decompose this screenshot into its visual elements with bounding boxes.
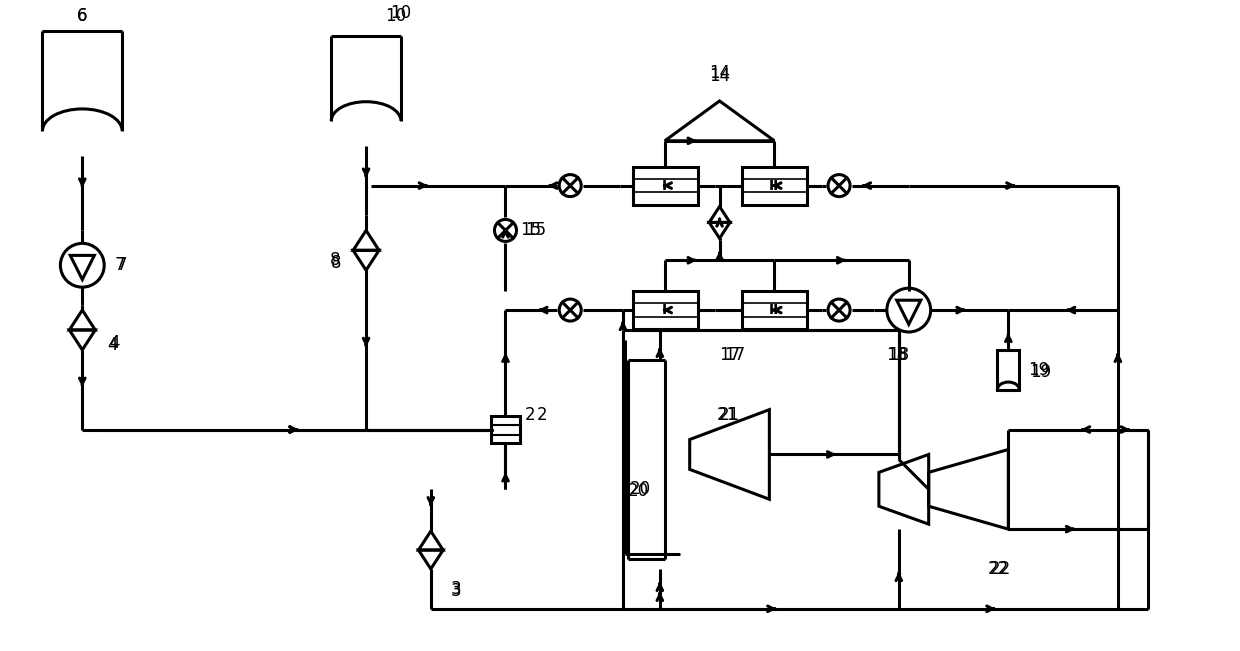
Text: 19: 19 — [1029, 363, 1050, 381]
Text: 8: 8 — [331, 255, 341, 272]
Text: I: I — [662, 303, 667, 317]
Text: 21: 21 — [719, 406, 740, 424]
Bar — [743, 291, 807, 329]
Text: 17: 17 — [724, 346, 745, 364]
Text: 15: 15 — [525, 221, 546, 240]
Text: 7: 7 — [115, 256, 125, 274]
Text: I: I — [662, 178, 667, 193]
Text: 14: 14 — [709, 64, 730, 82]
Text: 22: 22 — [988, 560, 1009, 578]
Text: 18: 18 — [888, 346, 909, 364]
Text: 15: 15 — [520, 221, 541, 240]
Text: 10: 10 — [391, 5, 412, 22]
Text: 18: 18 — [887, 346, 908, 364]
Text: 4: 4 — [107, 336, 118, 354]
Text: 21: 21 — [717, 406, 738, 424]
Text: 20: 20 — [630, 480, 651, 498]
Text: 8: 8 — [330, 251, 341, 270]
Text: 14: 14 — [709, 67, 730, 85]
Text: 10: 10 — [386, 7, 407, 25]
Text: 19: 19 — [1028, 361, 1049, 379]
Text: 22: 22 — [990, 560, 1011, 578]
Bar — [491, 415, 521, 443]
Text: 4: 4 — [109, 334, 119, 352]
Bar — [743, 167, 807, 204]
Text: 2: 2 — [537, 406, 548, 424]
Text: 17: 17 — [719, 346, 740, 364]
Text: 20: 20 — [627, 482, 649, 500]
Text: 7: 7 — [117, 256, 128, 274]
Bar — [997, 350, 1019, 390]
Text: 3: 3 — [450, 580, 461, 598]
Text: 6: 6 — [77, 7, 88, 25]
Text: 6: 6 — [77, 7, 88, 25]
Bar — [632, 291, 698, 329]
Text: 2: 2 — [525, 406, 536, 424]
Text: II: II — [769, 178, 780, 193]
Bar — [632, 167, 698, 204]
Text: 3: 3 — [450, 582, 461, 600]
Text: II: II — [769, 303, 780, 317]
